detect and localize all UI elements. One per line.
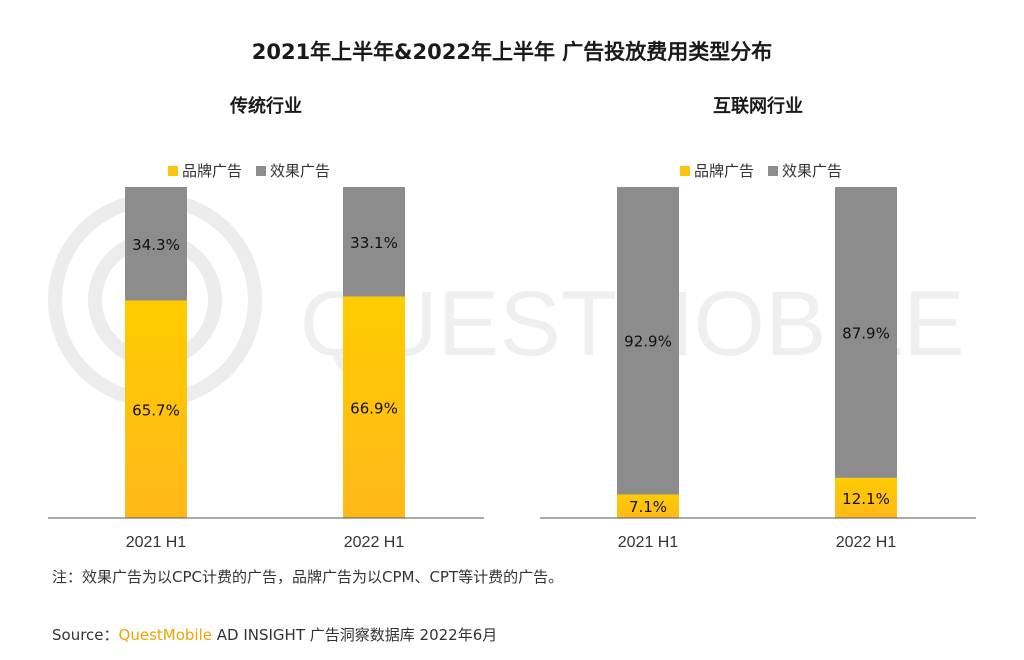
bar-brand	[125, 300, 187, 518]
data-label-performance: 33.1%	[350, 234, 398, 252]
bar-brand	[617, 494, 679, 518]
source-line: Source：QuestMobile AD INSIGHT 广告洞察数据库 20…	[52, 624, 497, 645]
legend-swatch-performance	[768, 165, 779, 176]
legend-label-brand: 品牌广告	[182, 162, 243, 180]
category-label: 2022 H1	[344, 534, 405, 551]
legend-label-performance: 效果广告	[782, 162, 843, 180]
legend-item-brand: 品牌广告	[680, 160, 754, 181]
source-prefix: Source：	[52, 626, 119, 644]
category-label: 2021 H1	[618, 534, 679, 551]
data-label-brand: 66.9%	[350, 399, 398, 417]
legend-label-performance: 效果广告	[270, 162, 331, 180]
data-label-brand: 12.1%	[842, 490, 890, 508]
legend-swatch-brand	[168, 165, 178, 176]
category-label: 2021 H1	[126, 534, 187, 551]
data-label-brand: 65.7%	[132, 401, 180, 419]
data-label-performance: 92.9%	[624, 333, 672, 351]
legend-item-performance: 效果广告	[256, 160, 330, 181]
subtitle-traditional: 传统行业	[230, 96, 302, 117]
legend-item-performance: 效果广告	[768, 160, 842, 181]
source-brand: QuestMobile	[118, 626, 212, 644]
category-label: 2022 H1	[836, 534, 897, 551]
legend-label-brand: 品牌广告	[694, 162, 755, 180]
legend-swatch-brand	[680, 165, 690, 176]
source-rest: AD INSIGHT 广告洞察数据库 2022年6月	[211, 626, 498, 644]
bar-performance	[343, 187, 405, 297]
data-label-brand: 7.1%	[629, 498, 667, 516]
legend-item-brand: 品牌广告	[168, 160, 242, 181]
bar-performance	[617, 187, 679, 495]
subtitle-internet: 互联网行业	[713, 96, 803, 117]
bar-brand	[835, 477, 897, 518]
footnote: 注：效果广告为以CPC计费的广告，品牌广告为以CPM、CPT等计费的广告。	[52, 568, 564, 586]
chart-title: 2021年上半年&2022年上半年 广告投放费用类型分布	[251, 40, 773, 64]
data-label-performance: 87.9%	[842, 324, 890, 342]
bar-performance	[835, 187, 897, 478]
data-label-performance: 34.3%	[132, 236, 180, 254]
bar-brand	[343, 296, 405, 518]
legend-traditional: 品牌广告 效果广告	[168, 160, 344, 181]
legend-internet: 品牌广告 效果广告	[680, 160, 856, 181]
bar-performance	[125, 187, 187, 301]
legend-swatch-performance	[256, 165, 267, 176]
